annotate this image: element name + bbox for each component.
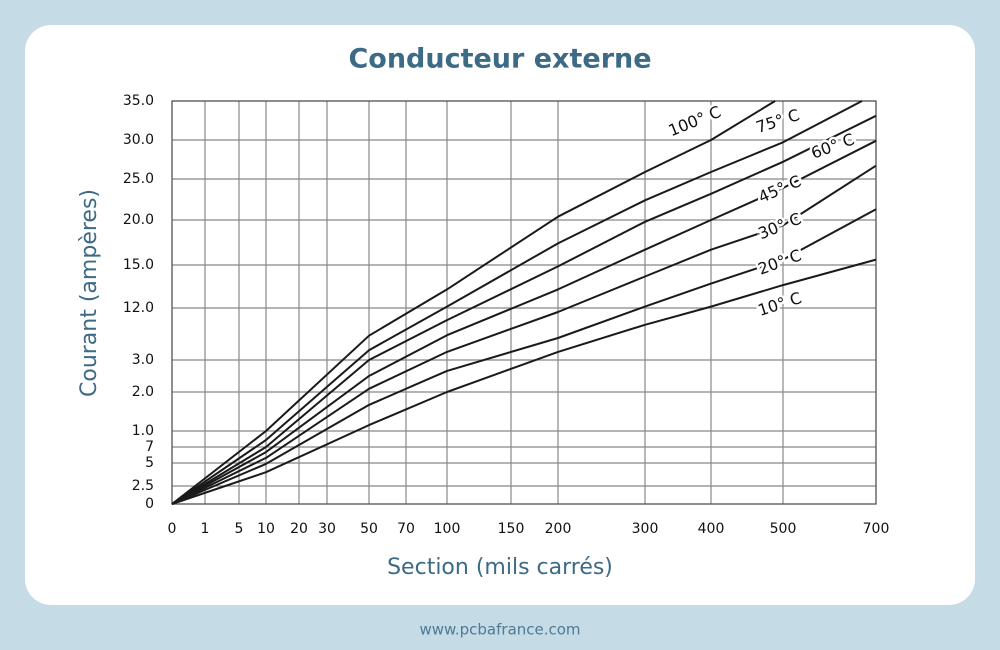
series-line [171,258,877,505]
y-tick-label: 30.0 [123,132,154,148]
footer: www.pcbafrance.com [419,621,580,639]
x-tick-label: 70 [397,521,415,537]
y-tick-label: 0 [145,496,154,512]
series-line [171,100,863,505]
x-axis-title: Section (mils carrés) [387,555,613,580]
y-axis-title: Courant (ampères) [77,189,102,397]
x-tick-label: 50 [360,521,378,537]
y-tick-label: 5 [145,455,154,471]
y-tick-label: 3.0 [132,352,154,368]
y-tick-label: 2.5 [132,478,154,494]
x-tick-label: 500 [770,521,797,537]
x-tick-label: 400 [698,521,725,537]
y-tick-label: 15.0 [123,257,154,273]
series-line [171,164,877,505]
x-tick-label: 300 [632,521,659,537]
x-tick-label: 0 [168,521,177,537]
card [25,25,975,605]
y-tick-label: 12.0 [123,300,154,316]
y-tick-label: 1.0 [132,423,154,439]
x-tick-label: 5 [235,521,244,537]
y-tick-label: 7 [145,439,154,455]
series-line [171,208,877,505]
series-line [171,100,776,505]
series-line [171,139,877,505]
chart-title: Conducteur externe [348,44,651,75]
x-tick-label: 20 [290,521,308,537]
x-tick-label: 30 [318,521,336,537]
x-tick-label: 700 [863,521,890,537]
y-tick-label: 35.0 [123,93,154,109]
y-tick-label: 25.0 [123,171,154,187]
y-tick-label: 2.0 [132,384,154,400]
x-tick-label: 100 [434,521,461,537]
x-tick-label: 10 [257,521,275,537]
y-tick-label: 20.0 [123,212,154,228]
plot-frame [171,100,877,505]
x-tick-label: 150 [498,521,525,537]
x-tick-label: 200 [545,521,572,537]
x-tick-label: 1 [201,521,210,537]
series-line [171,114,877,505]
